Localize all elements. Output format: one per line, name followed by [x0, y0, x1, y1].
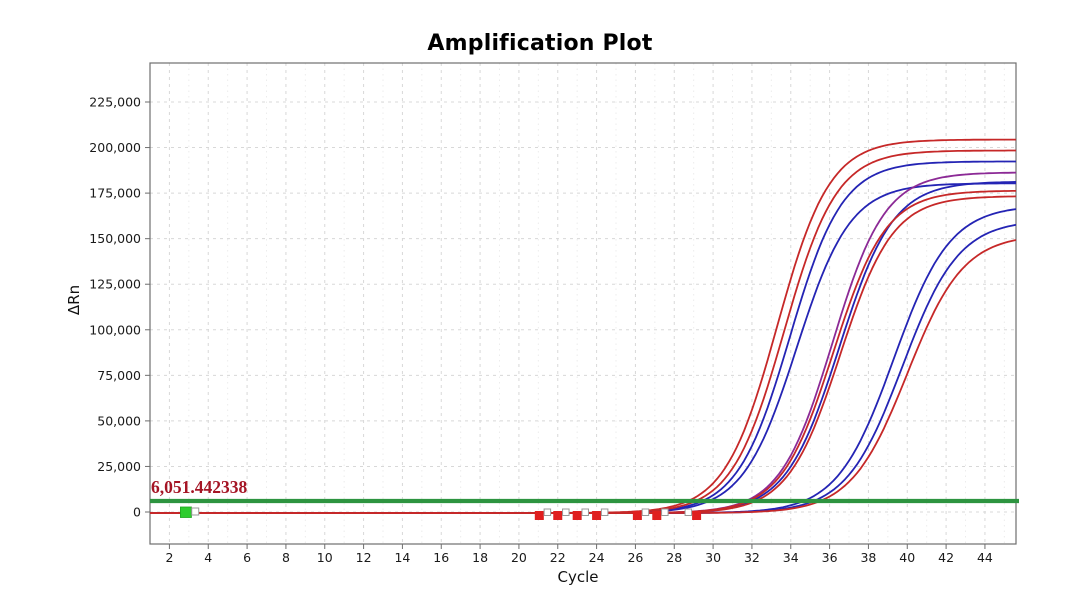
amplification-curve-blue-curve-5 [150, 223, 1016, 514]
baseline-flag-red-square [652, 511, 662, 520]
baseline-flag-white-square [661, 508, 669, 516]
threshold-value-label: 6,051.442338 [151, 477, 248, 497]
x-tick-label: 2 [165, 550, 173, 565]
x-tick-label: 4 [204, 550, 212, 565]
x-tick-label: 32 [744, 550, 760, 565]
amplification-curves [150, 138, 1016, 514]
x-tick-label: 22 [550, 550, 566, 565]
y-tick-label: 75,000 [97, 368, 141, 383]
x-tick-label: 36 [822, 550, 838, 565]
x-tick-label: 38 [860, 550, 876, 565]
y-tick-label: 200,000 [89, 140, 141, 155]
plot-frame [149, 62, 1017, 545]
amplification-curve-red-curve-5 [150, 239, 1016, 514]
x-tick-label: 16 [433, 550, 449, 565]
baseline-flag-white-square [581, 508, 589, 516]
x-tick-label: 30 [705, 550, 721, 565]
amplification-curve-red-curve-1 [150, 138, 1016, 514]
x-tick-label: 26 [627, 550, 643, 565]
threshold-handle[interactable] [180, 506, 192, 518]
threshold-handle-white-square[interactable] [191, 507, 200, 516]
x-tick-label: 20 [511, 550, 527, 565]
amplification-curve-blue-curve-1 [150, 160, 1016, 514]
baseline-flag-white-square [684, 508, 693, 516]
baseline-flag-white-square [562, 508, 570, 516]
baseline-flag-white-square [641, 508, 650, 516]
amplification-curve-red-curve-4 [150, 195, 1016, 514]
x-tick-label: 34 [783, 550, 799, 565]
baseline-flag-red-square [692, 511, 702, 520]
x-tick-label: 28 [666, 550, 682, 565]
amplification-curve-blue-curve-2 [150, 182, 1016, 514]
amplification-curve-purple-curve-1 [150, 171, 1016, 514]
x-tick-label: 6 [243, 550, 251, 565]
y-tick-label: 150,000 [89, 231, 141, 246]
baseline-flag-red-square [632, 511, 642, 520]
amplification-curve-red-curve-2 [150, 149, 1016, 514]
baseline-flag-red-square [572, 511, 582, 520]
x-tick-label: 44 [977, 550, 993, 565]
x-tick-label: 8 [282, 550, 290, 565]
x-axis-label: Cycle [557, 568, 599, 586]
y-tick-label: 50,000 [97, 413, 141, 428]
baseline-flag-red-square [553, 511, 563, 520]
x-tick-label: 14 [394, 550, 410, 565]
baseline-flag-white-square [600, 508, 609, 516]
amplification-curve-blue-curve-3 [150, 181, 1016, 514]
amplification-curve-red-curve-3 [150, 190, 1016, 514]
x-tick-label: 12 [356, 550, 372, 565]
y-tick-label: 225,000 [89, 95, 141, 110]
y-tick-label: 0 [133, 505, 141, 520]
amplification-curve-blue-curve-4 [150, 208, 1016, 514]
y-tick-label: 100,000 [89, 322, 141, 337]
baseline-flag-white-square [543, 508, 552, 516]
chart-title: Amplification Plot [427, 31, 653, 56]
x-tick-label: 18 [472, 550, 488, 565]
x-tick-label: 24 [589, 550, 605, 565]
y-tick-label: 125,000 [89, 277, 141, 292]
x-tick-label: 40 [899, 550, 915, 565]
y-tick-label: 25,000 [97, 459, 141, 474]
x-tick-label: 10 [317, 550, 333, 565]
baseline-flag-red-square [534, 511, 544, 520]
x-tick-label: 42 [938, 550, 954, 565]
baseline-flag-red-square [592, 511, 602, 520]
y-tick-label: 175,000 [89, 186, 141, 201]
